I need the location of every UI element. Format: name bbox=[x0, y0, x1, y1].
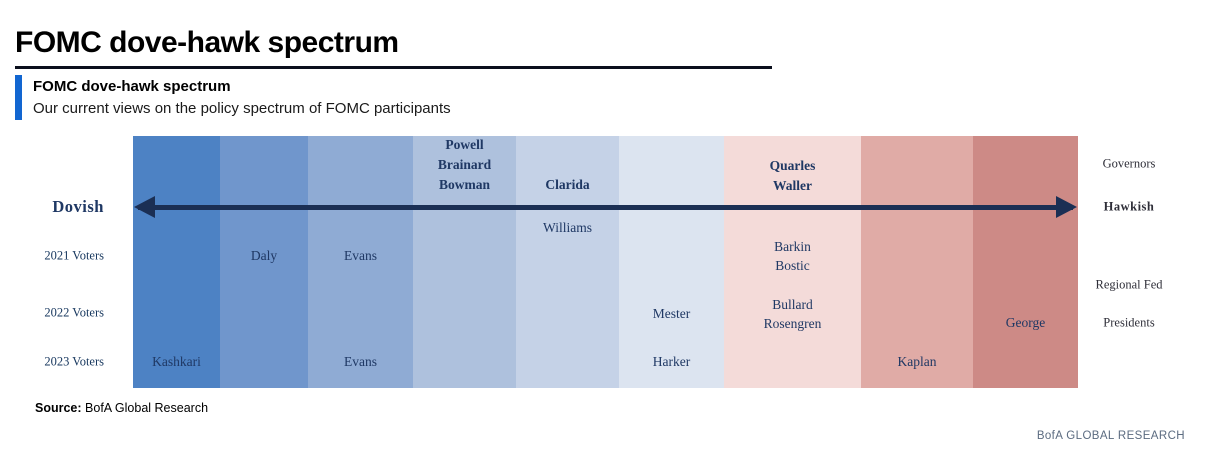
participant-kashkari: Kashkari bbox=[152, 354, 201, 369]
dovish-label: Dovish bbox=[52, 197, 104, 216]
exhibit-accent-bar bbox=[15, 75, 22, 120]
row-label-2022-voters: 2022 Voters bbox=[44, 305, 104, 320]
regional-fed-label: Regional Fed bbox=[1095, 277, 1163, 292]
participant-waller: Waller bbox=[773, 178, 812, 193]
spectrum-band-6 bbox=[618, 136, 724, 388]
participant-george: George bbox=[1005, 315, 1046, 330]
participant-harker: Harker bbox=[652, 354, 691, 369]
row-label-2023-voters: 2023 Voters bbox=[44, 354, 104, 369]
spectrum-band-1 bbox=[133, 136, 220, 388]
participant-rosengren: Rosengren bbox=[763, 316, 822, 331]
participant-quarles: Quarles bbox=[769, 158, 816, 173]
governors-label: Governors bbox=[1102, 156, 1156, 171]
participant-williams: Williams bbox=[543, 220, 592, 235]
arrow-left-icon bbox=[134, 196, 155, 218]
row-label-2021-voters: 2021 Voters bbox=[44, 248, 104, 263]
exhibit-subtitle: Our current views on the policy spectrum… bbox=[33, 100, 451, 117]
source-label: Source: bbox=[35, 401, 82, 415]
spectrum-band-8 bbox=[860, 136, 973, 388]
participant-bostic: Bostic bbox=[775, 258, 810, 273]
hawkish-label: Hawkish bbox=[1103, 199, 1155, 214]
participant-mester: Mester bbox=[652, 306, 691, 321]
presidents-label: Presidents bbox=[1103, 315, 1155, 330]
spectrum-bands bbox=[133, 136, 1078, 388]
source-text: BofA Global Research bbox=[85, 401, 209, 415]
participant-bowman: Bowman bbox=[438, 177, 491, 192]
participant-powell: Powell bbox=[445, 137, 484, 152]
participant-evans: Evans bbox=[344, 248, 377, 263]
spectrum-band-2 bbox=[220, 136, 308, 388]
spectrum-band-5 bbox=[515, 136, 619, 388]
spectrum-axis-arrow bbox=[138, 205, 1073, 210]
participant-bullard: Bullard bbox=[772, 297, 813, 312]
participant-evans: Evans bbox=[344, 354, 377, 369]
participant-kaplan: Kaplan bbox=[897, 354, 937, 369]
arrow-right-icon bbox=[1056, 196, 1077, 218]
exhibit-title: FOMC dove-hawk spectrum bbox=[33, 78, 231, 95]
brand-footer: BofA GLOBAL RESEARCH bbox=[1036, 430, 1185, 442]
spectrum-chart: Powell Brainard Bowman Clarida Quarles Waller… bbox=[133, 136, 1078, 388]
spectrum-band-4 bbox=[413, 136, 516, 388]
participant-barkin: Barkin bbox=[774, 239, 811, 254]
participant-brainard: Brainard bbox=[437, 157, 492, 172]
participant-daly: Daly bbox=[250, 248, 278, 263]
spectrum-band-9 bbox=[972, 136, 1078, 388]
participant-clarida: Clarida bbox=[545, 177, 590, 192]
title-underline bbox=[15, 66, 772, 69]
page-title: FOMC dove-hawk spectrum bbox=[15, 26, 399, 59]
spectrum-band-3 bbox=[308, 136, 413, 388]
source-line: Source: BofA Global Research bbox=[35, 401, 208, 415]
spectrum-band-7 bbox=[723, 136, 861, 388]
